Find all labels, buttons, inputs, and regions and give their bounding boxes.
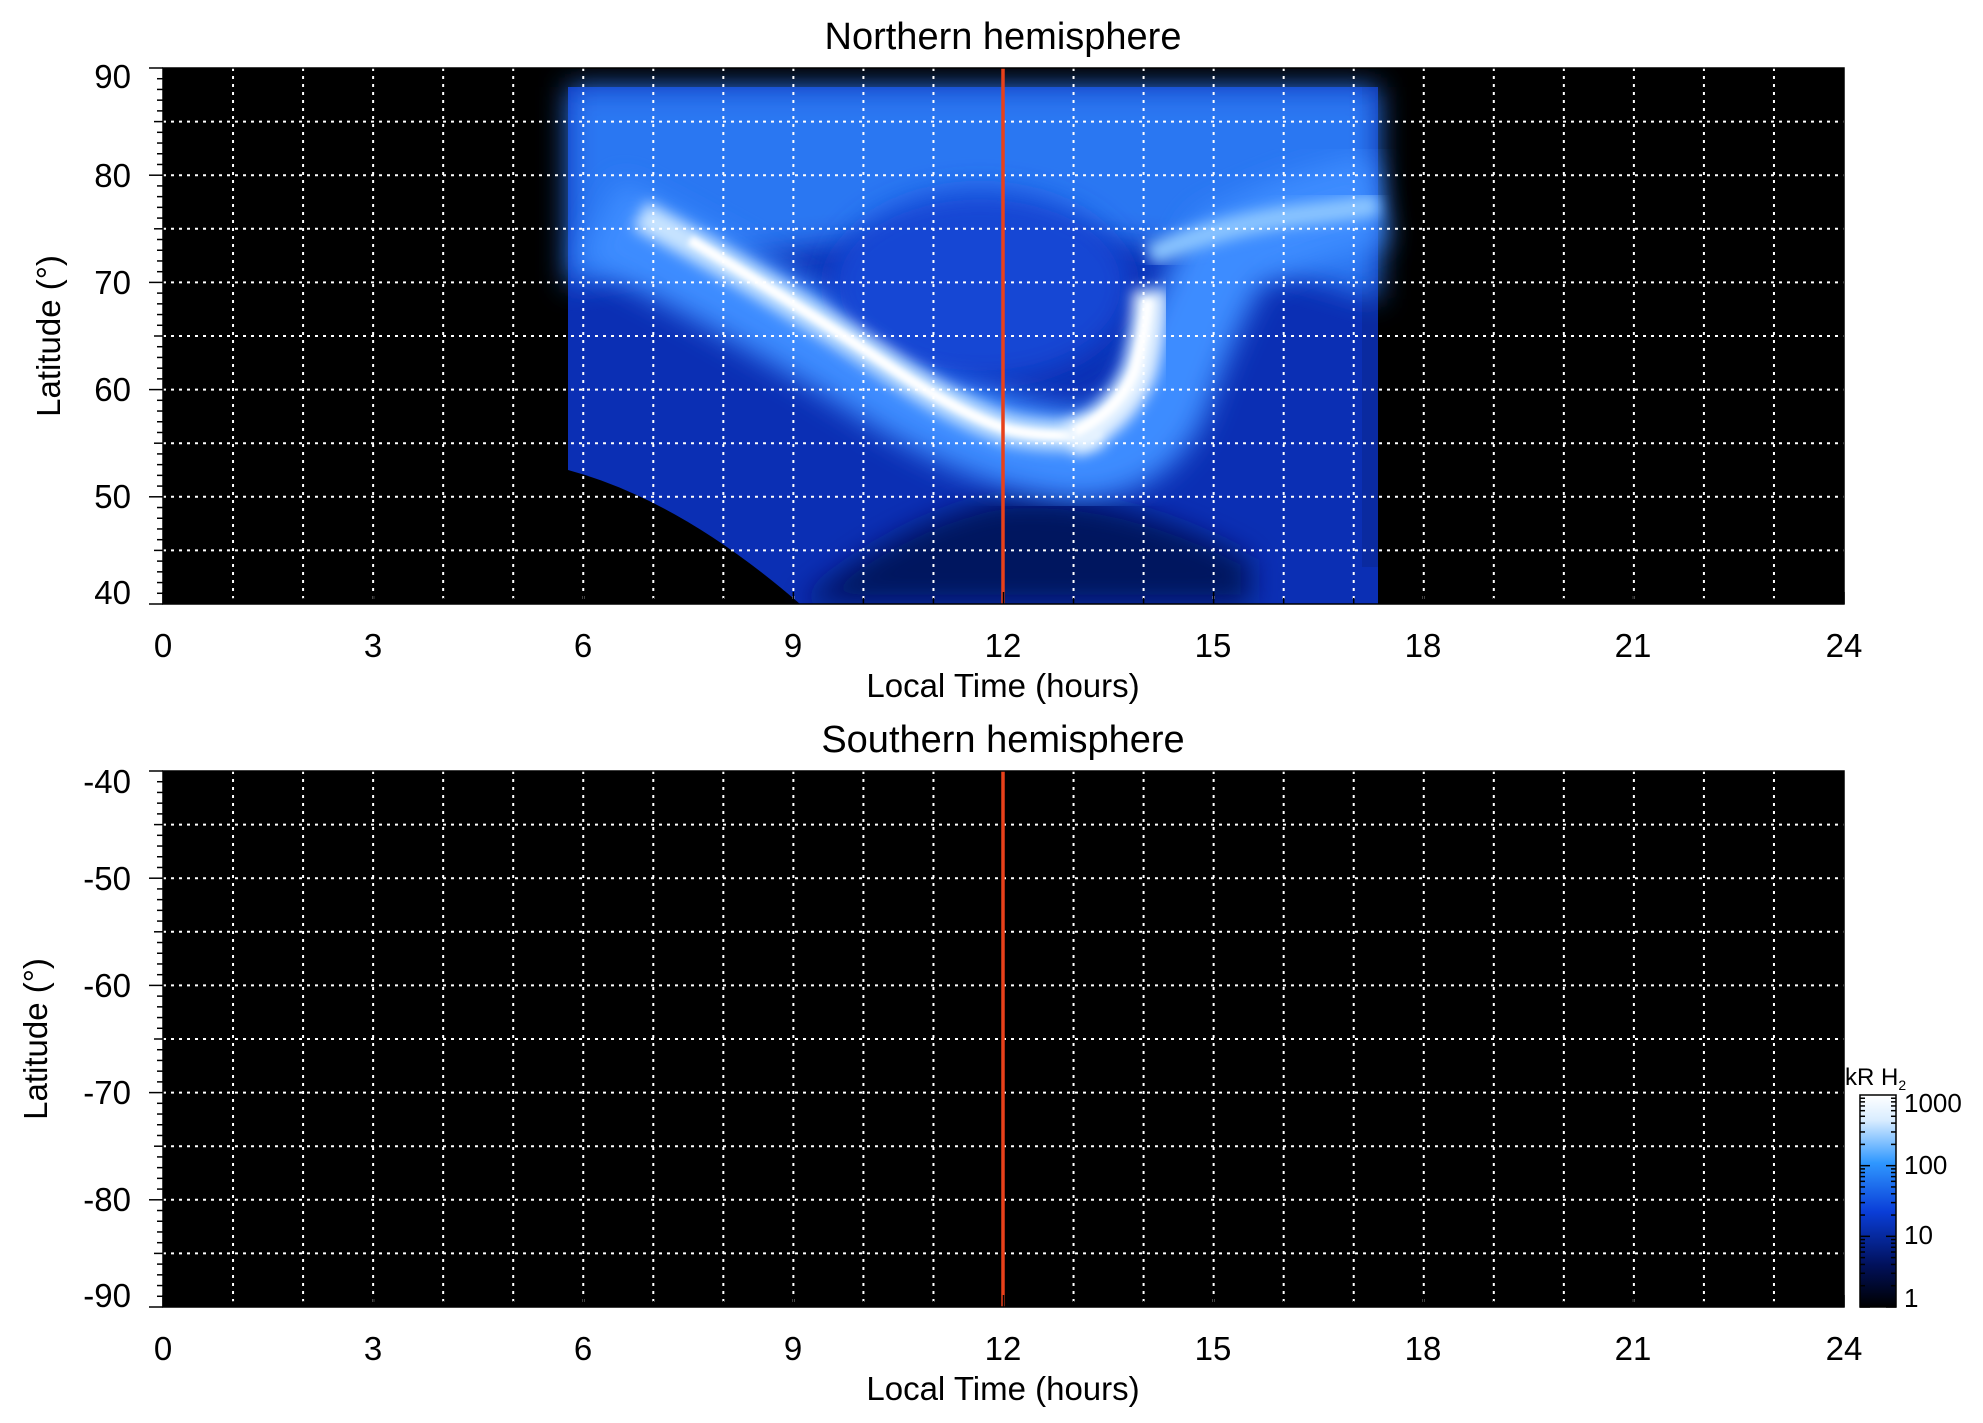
colorbar-label-text: kR H	[1845, 1064, 1898, 1091]
x-tick-label: 3	[364, 1330, 382, 1367]
x-tick-labels: 0 3 6 9 12 15 18 21 24	[154, 627, 1863, 664]
y-tick-label: 70	[94, 264, 131, 301]
y-tick-label: 50	[94, 478, 131, 515]
colorbar-tick-label: 1	[1904, 1283, 1918, 1313]
panel-title: Northern hemisphere	[825, 16, 1182, 58]
plot-frame	[162, 770, 1845, 1308]
aurora-image	[568, 87, 1387, 604]
y-tick-labels: 90 80 70 60 50 40	[94, 58, 131, 611]
y-tick-label: 40	[94, 574, 131, 611]
plot-frame	[162, 67, 1845, 605]
y-tick-label: -50	[83, 860, 131, 897]
colorbar-label-subscript: 2	[1898, 1077, 1906, 1093]
colorbar-label: kR H2	[1845, 1064, 1906, 1093]
colorbar-ticks	[1860, 1097, 1896, 1308]
x-tick-label: 18	[1405, 1330, 1442, 1367]
x-tick-label: 9	[784, 1330, 802, 1367]
x-tick-label: 6	[574, 627, 592, 664]
polar-cap	[830, 190, 1130, 380]
y-axis-label: Latitude (°)	[17, 958, 54, 1120]
x-tick-label: 12	[985, 1330, 1022, 1367]
x-tick-label: 3	[364, 627, 382, 664]
northern-hemisphere-panel: Northern hemisphere	[30, 16, 1862, 704]
y-tick-label: -80	[83, 1181, 131, 1218]
y-tick-label: 60	[94, 371, 131, 408]
x-tick-label: 18	[1405, 627, 1442, 664]
colorbar-tick-labels: 1000 100 10 1	[1904, 1088, 1962, 1313]
colorbar-tick-label: 1000	[1904, 1088, 1962, 1118]
x-tick-label: 24	[1826, 627, 1863, 664]
x-tick-label: 0	[154, 627, 172, 664]
y-tick-label: 90	[94, 58, 131, 95]
oval-glow	[579, 155, 1387, 501]
panel-title: Southern hemisphere	[821, 719, 1184, 761]
y-tick-label: -70	[83, 1074, 131, 1111]
cusp-spot-core	[1072, 299, 1153, 437]
colorbar-tick-label: 10	[1904, 1220, 1933, 1250]
y-tick-label: -60	[83, 967, 131, 1004]
y-tick-label: -90	[83, 1277, 131, 1314]
colorbar-scale	[1859, 1094, 1897, 1308]
southern-hemisphere-panel: Southern hemisphere 0 3 6 9 12 15 18 21 …	[17, 719, 1862, 1407]
x-tick-labels: 0 3 6 9 12 15 18 21 24	[154, 1330, 1863, 1367]
low-latitude-dim	[800, 498, 1250, 604]
axis-ticks	[149, 770, 1845, 1308]
main-oval-core	[687, 235, 1101, 441]
x-tick-label: 0	[154, 1330, 172, 1367]
x-tick-label: 15	[1195, 1330, 1232, 1367]
x-tick-label: 15	[1195, 627, 1232, 664]
x-axis-label: Local Time (hours)	[866, 667, 1139, 704]
x-tick-label: 21	[1615, 1330, 1652, 1367]
y-tick-label: -40	[83, 763, 131, 800]
x-tick-label: 21	[1615, 627, 1652, 664]
y-axis-label: Latitude (°)	[30, 255, 67, 417]
night-gap	[568, 470, 800, 604]
x-tick-label: 12	[985, 627, 1022, 664]
dusk-oval	[1145, 194, 1380, 266]
x-tick-label: 9	[784, 627, 802, 664]
x-tick-label: 6	[574, 1330, 592, 1367]
x-tick-label: 24	[1826, 1330, 1863, 1367]
y-tick-labels: -40 -50 -60 -70 -80 -90	[83, 763, 131, 1314]
y-tick-label: 80	[94, 157, 131, 194]
x-axis-label: Local Time (hours)	[866, 1370, 1139, 1407]
colorbar-tick-label: 100	[1904, 1150, 1947, 1180]
colorbar: kR H2 1000 100 10 1	[1845, 1064, 1962, 1313]
